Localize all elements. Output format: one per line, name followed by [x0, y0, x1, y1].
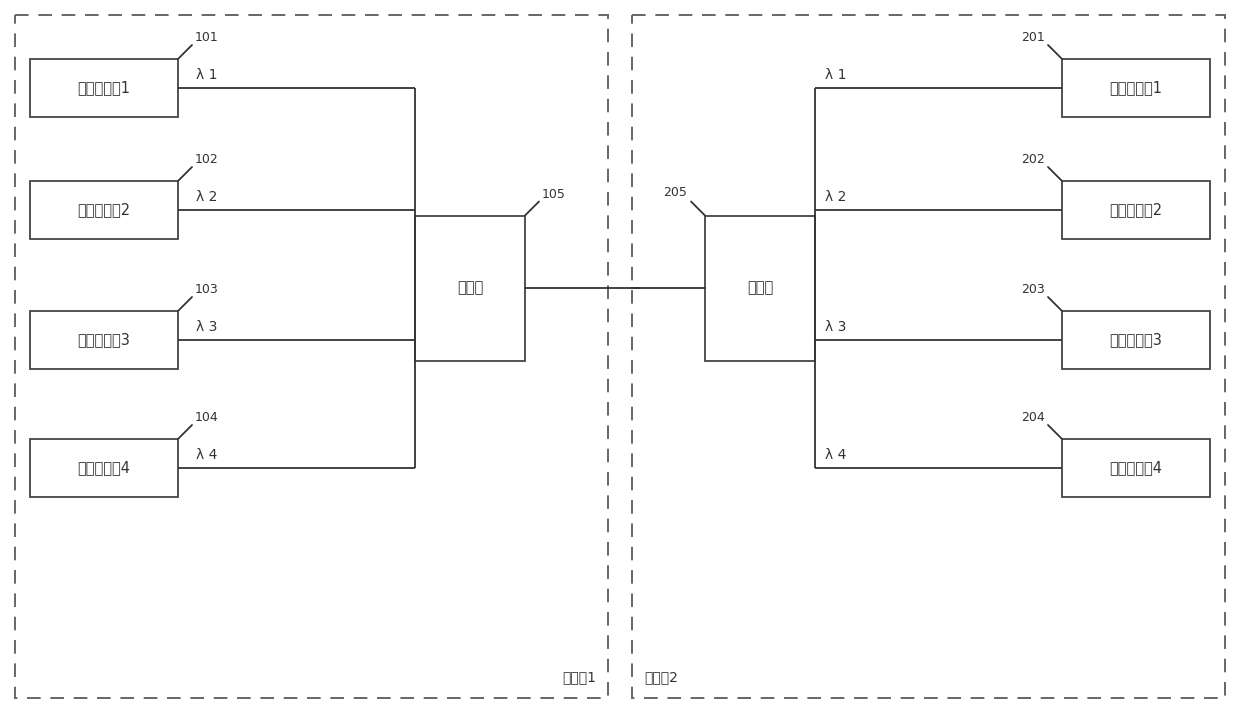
- Text: 105: 105: [542, 188, 565, 200]
- Text: λ 3: λ 3: [196, 320, 217, 334]
- Text: 204: 204: [1022, 411, 1045, 424]
- Text: 101: 101: [195, 31, 218, 44]
- Bar: [30, 439, 179, 497]
- Text: λ 4: λ 4: [825, 448, 847, 462]
- Text: 201: 201: [1022, 31, 1045, 44]
- Bar: [1061, 181, 1210, 239]
- Text: 接收光器件4: 接收光器件4: [1110, 461, 1163, 476]
- Bar: [30, 311, 179, 369]
- Text: 205: 205: [663, 187, 687, 200]
- Bar: [1061, 59, 1210, 117]
- Text: 203: 203: [1022, 283, 1045, 296]
- Text: 接收光器件2: 接收光器件2: [1110, 202, 1163, 217]
- Text: 102: 102: [195, 153, 218, 166]
- Bar: [706, 215, 815, 361]
- Text: 103: 103: [195, 283, 218, 296]
- Text: 接收光器件1: 接收光器件1: [1110, 81, 1163, 96]
- Bar: [1061, 311, 1210, 369]
- Bar: [30, 181, 179, 239]
- Text: λ 2: λ 2: [196, 190, 217, 204]
- Text: λ 2: λ 2: [825, 190, 847, 204]
- Text: 光模块1: 光模块1: [562, 670, 596, 684]
- Text: 分波器: 分波器: [746, 280, 773, 295]
- Text: 发射光器件1: 发射光器件1: [77, 81, 130, 96]
- Text: 合波器: 合波器: [456, 280, 484, 295]
- Bar: [30, 59, 179, 117]
- Text: λ 4: λ 4: [196, 448, 217, 462]
- Text: 发射光器件3: 发射光器件3: [78, 332, 130, 347]
- Text: 104: 104: [195, 411, 218, 424]
- Bar: [1061, 439, 1210, 497]
- Text: λ 1: λ 1: [196, 68, 217, 82]
- Text: 接收光器件3: 接收光器件3: [1110, 332, 1162, 347]
- Text: 202: 202: [1022, 153, 1045, 166]
- Text: 光模块2: 光模块2: [644, 670, 678, 684]
- Bar: [415, 215, 525, 361]
- Text: 发射光器件2: 发射光器件2: [77, 202, 130, 217]
- Text: λ 3: λ 3: [825, 320, 847, 334]
- Text: 发射光器件4: 发射光器件4: [77, 461, 130, 476]
- Text: λ 1: λ 1: [825, 68, 847, 82]
